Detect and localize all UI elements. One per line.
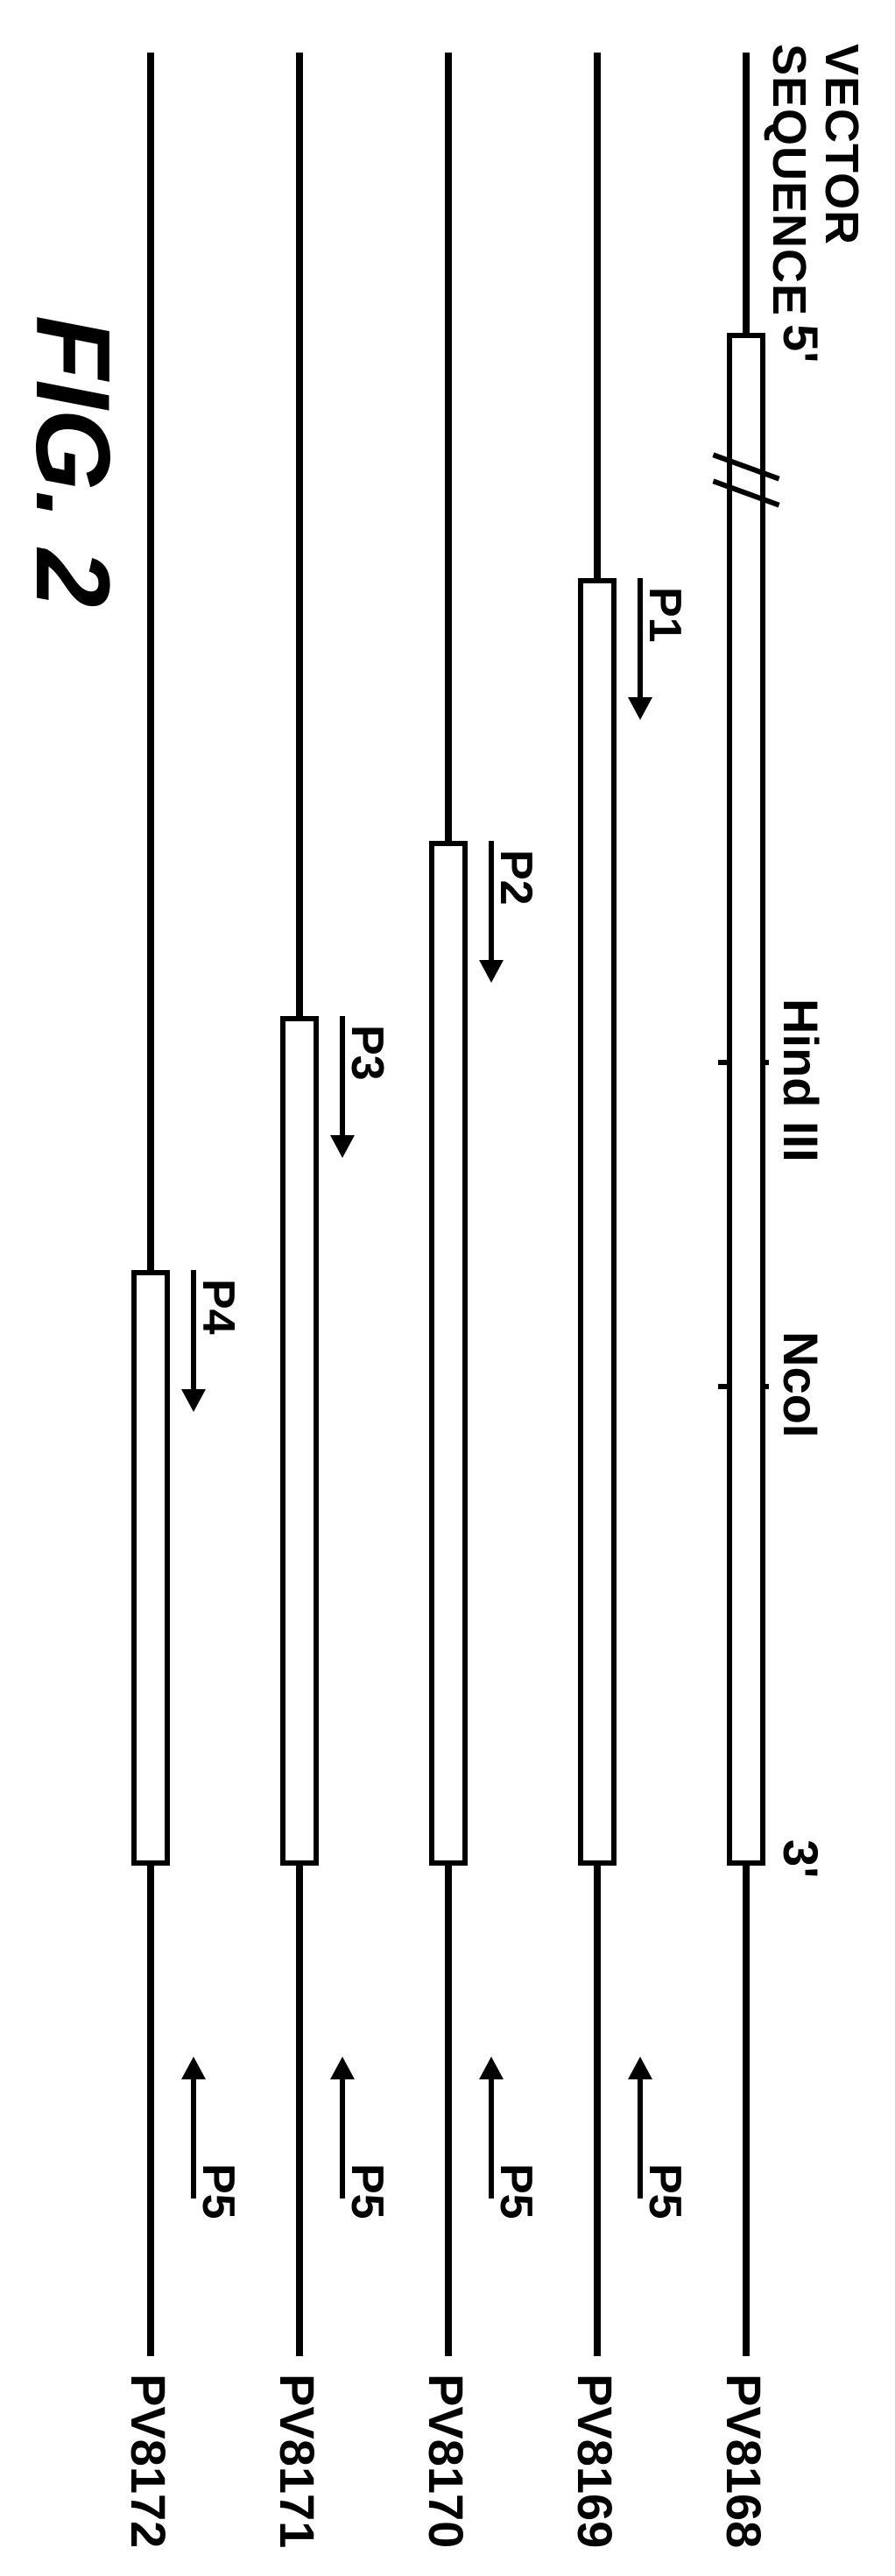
primer-arrowhead-P5-PV8170: [479, 2057, 504, 2079]
primer-arrowhead-P1-PV8169: [628, 697, 652, 720]
primer-arrowhead-P2-PV8170: [479, 960, 504, 983]
pv-label-PV8168: PV8168: [715, 2374, 772, 2548]
primer-label-P1-PV8169: P1: [638, 587, 691, 643]
primer-arrowhead-P5-PV8169: [628, 2057, 652, 2079]
primer-label-P5-PV8170: P5: [490, 2163, 542, 2220]
box-PV8169: [578, 578, 617, 1866]
box-PV8170: [429, 841, 468, 1866]
baseline-PV8172: [147, 53, 154, 2356]
primer-arrowhead-P5-PV8171: [330, 2057, 355, 2079]
label-nco1: NcoI: [772, 1331, 829, 1437]
primer-arrow-P5-PV8171: [340, 2076, 345, 2198]
pv-label-PV8169: PV8169: [567, 2374, 624, 2548]
primer-arrow-P4-PV8172: [191, 1270, 196, 1393]
primer-arrow-P5-PV8170: [489, 2076, 494, 2198]
diagram-stage: VECTORSEQUENCE 5' Hind III NcoI 3' PV8168 P1 P5…: [0, 0, 895, 2576]
label-5prime: 5': [772, 324, 829, 363]
primer-arrowhead-P3-PV8171: [330, 1135, 355, 1158]
box-PV8171: [280, 1016, 319, 1866]
vector-label-line2: SEQUENCE: [762, 44, 816, 316]
pv-label-PV8171: PV8171: [269, 2374, 326, 2548]
primer-label-P5-PV8172: P5: [192, 2163, 244, 2220]
primer-arrow-P5-PV8169: [638, 2076, 643, 2198]
primer-label-P5-PV8171: P5: [341, 2163, 393, 2220]
box-PV8172: [131, 1270, 170, 1866]
primer-arrow-P1-PV8169: [638, 578, 643, 701]
primer-arrow-P5-PV8172: [191, 2076, 196, 2198]
primer-label-P5-PV8169: P5: [638, 2163, 691, 2220]
vector-label-line1: VECTOR: [814, 44, 869, 245]
label-3prime: 3': [772, 1839, 829, 1878]
primer-arrow-P2-PV8170: [489, 841, 494, 963]
box-PV8168: [727, 333, 765, 1866]
primer-label-P4-PV8172: P4: [192, 1279, 244, 1335]
pv-label-PV8170: PV8170: [418, 2374, 475, 2548]
figure-label: FIG. 2: [12, 315, 133, 607]
primer-label-P3-PV8171: P3: [341, 1025, 393, 1081]
primer-arrow-P3-PV8171: [340, 1016, 345, 1139]
pv-label-PV8172: PV8172: [120, 2374, 177, 2548]
primer-arrowhead-P4-PV8172: [181, 1389, 206, 1412]
label-hind3: Hind III: [772, 999, 829, 1162]
primer-arrowhead-P5-PV8172: [181, 2057, 206, 2079]
primer-label-P2-PV8170: P2: [490, 850, 542, 906]
